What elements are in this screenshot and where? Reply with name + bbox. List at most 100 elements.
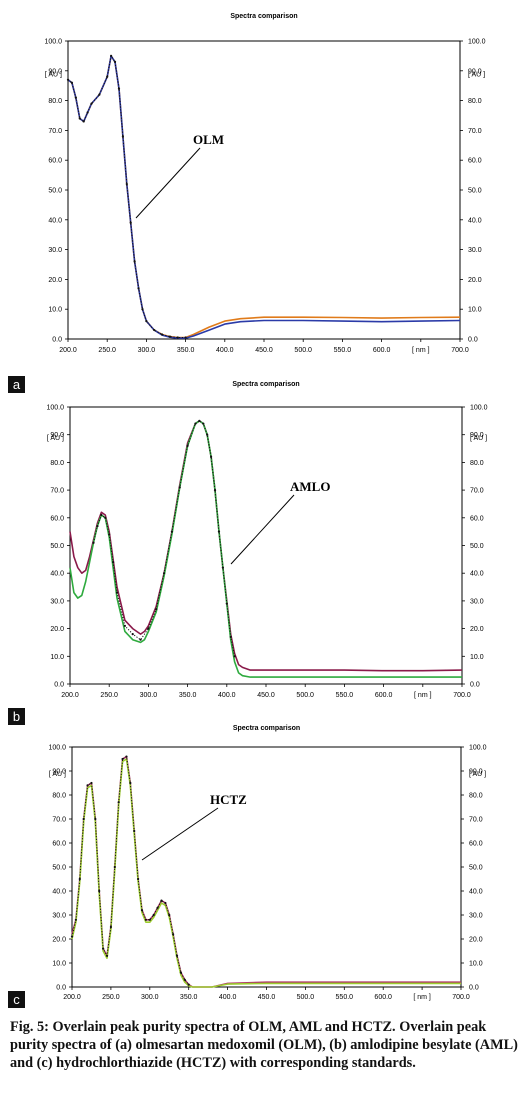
spectrum-point [102, 947, 105, 950]
y-tick-label-left: 60.0 [50, 515, 64, 522]
spectrum-point [90, 781, 93, 785]
y-tick-label-left: 50.0 [48, 188, 62, 195]
spectrum-point [105, 954, 109, 957]
spectrum-point [172, 933, 175, 936]
spectrum-point [141, 308, 144, 311]
spectrum-point [109, 925, 112, 929]
x-unit-label: [ nm ] [412, 347, 430, 354]
spectrum-point [70, 81, 74, 84]
y-tick-label-right: 100.0 [469, 745, 487, 752]
spectrum-point [96, 525, 99, 528]
x-tick-label: 600.0 [373, 347, 391, 354]
x-tick-label: 200.0 [61, 692, 79, 699]
spectrum-point [125, 755, 128, 758]
y-tick-label-left: 10.0 [52, 961, 66, 968]
spectrum-point [187, 983, 190, 986]
spectra-chart-b: Spectra comparison 0.0 0.0 10.0 10.0 20.0 20.0… [46, 381, 488, 699]
y-tick-label-right: 30.0 [469, 913, 483, 920]
spectrum-point [98, 889, 101, 893]
spectrum-point [184, 336, 187, 339]
spectrum-point [108, 533, 111, 536]
y-tick-label-left: 100.0 [44, 39, 62, 46]
spectrum-point [74, 918, 77, 921]
spectrum-point [175, 954, 179, 957]
chart-panel-c: Spectra comparison 0.0 0.0 10.0 10.0 20.0 20.0… [0, 716, 530, 1016]
chart-title: Spectra comparison [232, 381, 299, 388]
x-tick-label: 300.0 [140, 692, 158, 699]
spectrum-point [168, 913, 171, 917]
x-tick-label: 250.0 [100, 692, 118, 699]
spectrum-point [98, 93, 101, 96]
spectrum-point [176, 336, 179, 339]
annotation-leader-line [141, 807, 219, 861]
y-tick-label-left: 40.0 [48, 217, 62, 224]
y-unit-label-right: [ AU ] [470, 435, 487, 442]
chart-title: Spectra comparison [230, 13, 297, 20]
spectrum-point [229, 635, 232, 639]
y-tick-label-right: 10.0 [470, 654, 484, 661]
x-tick-label: 500.0 [296, 692, 314, 699]
y-tick-label-right: 50.0 [469, 865, 483, 872]
spectrum-point [115, 591, 119, 594]
x-tick-label: 450.0 [258, 994, 276, 1001]
y-tick-label-right: 50.0 [470, 543, 484, 550]
spectrum-point [70, 935, 74, 938]
x-tick-label: 200.0 [59, 347, 77, 354]
x-tick-label: 350.0 [179, 692, 197, 699]
y-tick-label-left: 80.0 [52, 793, 66, 800]
spectrum-line-1 [67, 55, 461, 339]
spectrum-point [104, 516, 107, 519]
x-tick-label: 350.0 [177, 347, 195, 354]
spectrum-point [221, 566, 224, 569]
y-tick-label-right: 90.0 [469, 769, 483, 776]
plot-frame [69, 406, 463, 685]
spectrum-point [140, 909, 144, 912]
y-tick-label-right: 0.0 [470, 682, 480, 689]
spectrum-point [106, 75, 109, 78]
x-tick-label: 550.0 [336, 994, 354, 1001]
spectrum-point [206, 433, 209, 436]
spectrum-point [133, 829, 136, 833]
spectrum-point [139, 638, 142, 641]
spectrum-standard-line [93, 420, 236, 657]
y-tick-label-right: 40.0 [469, 889, 483, 896]
y-tick-label-left: 70.0 [48, 128, 62, 135]
spectrum-point [100, 513, 103, 517]
spectrum-point [156, 906, 159, 909]
y-tick-label-right: 20.0 [469, 937, 483, 944]
spectrum-point [113, 60, 117, 63]
spectrum-point [162, 572, 166, 575]
spectrum-point [160, 899, 163, 902]
spectrum-point [110, 54, 113, 58]
caption-heading: Fig. 5: Overlain peak purity spectra of … [10, 1019, 396, 1035]
x-tick-label: 550.0 [336, 692, 354, 699]
spectrum-point [82, 120, 85, 123]
y-tick-label-left: 0.0 [52, 337, 62, 344]
y-tick-label-left: 20.0 [50, 626, 64, 633]
spectrum-point [137, 877, 140, 881]
spectrum-point [202, 422, 205, 425]
spectrum-point [78, 877, 81, 881]
x-tick-label: 250.0 [98, 347, 116, 354]
annotation-label: HCTZ [210, 792, 247, 807]
spectrum-point [153, 328, 156, 332]
y-tick-label-right: 80.0 [468, 98, 482, 105]
spectrum-point [217, 530, 221, 533]
y-tick-label-right: 70.0 [470, 488, 484, 495]
spectrum-point [168, 335, 172, 338]
y-tick-label-right: 30.0 [470, 598, 484, 605]
spectrum-point [112, 561, 115, 564]
spectrum-point [198, 419, 201, 422]
x-tick-label: 450.0 [257, 692, 275, 699]
y-tick-label-right: 100.0 [470, 405, 488, 412]
y-tick-label-right: 90.0 [470, 432, 484, 439]
spectrum-point [178, 486, 181, 489]
y-tick-label-right: 0.0 [469, 985, 479, 992]
y-tick-label-right: 40.0 [468, 217, 482, 224]
spectrum-point [170, 530, 174, 533]
spectra-chart-a: Spectra comparison 0.0 0.0 10.0 10.0 20.0 20.0… [44, 13, 485, 354]
y-tick-label-left: 60.0 [48, 158, 62, 165]
y-tick-label-left: 70.0 [50, 488, 64, 495]
y-tick-label-right: 20.0 [468, 277, 482, 284]
spectrum-point [186, 444, 189, 447]
